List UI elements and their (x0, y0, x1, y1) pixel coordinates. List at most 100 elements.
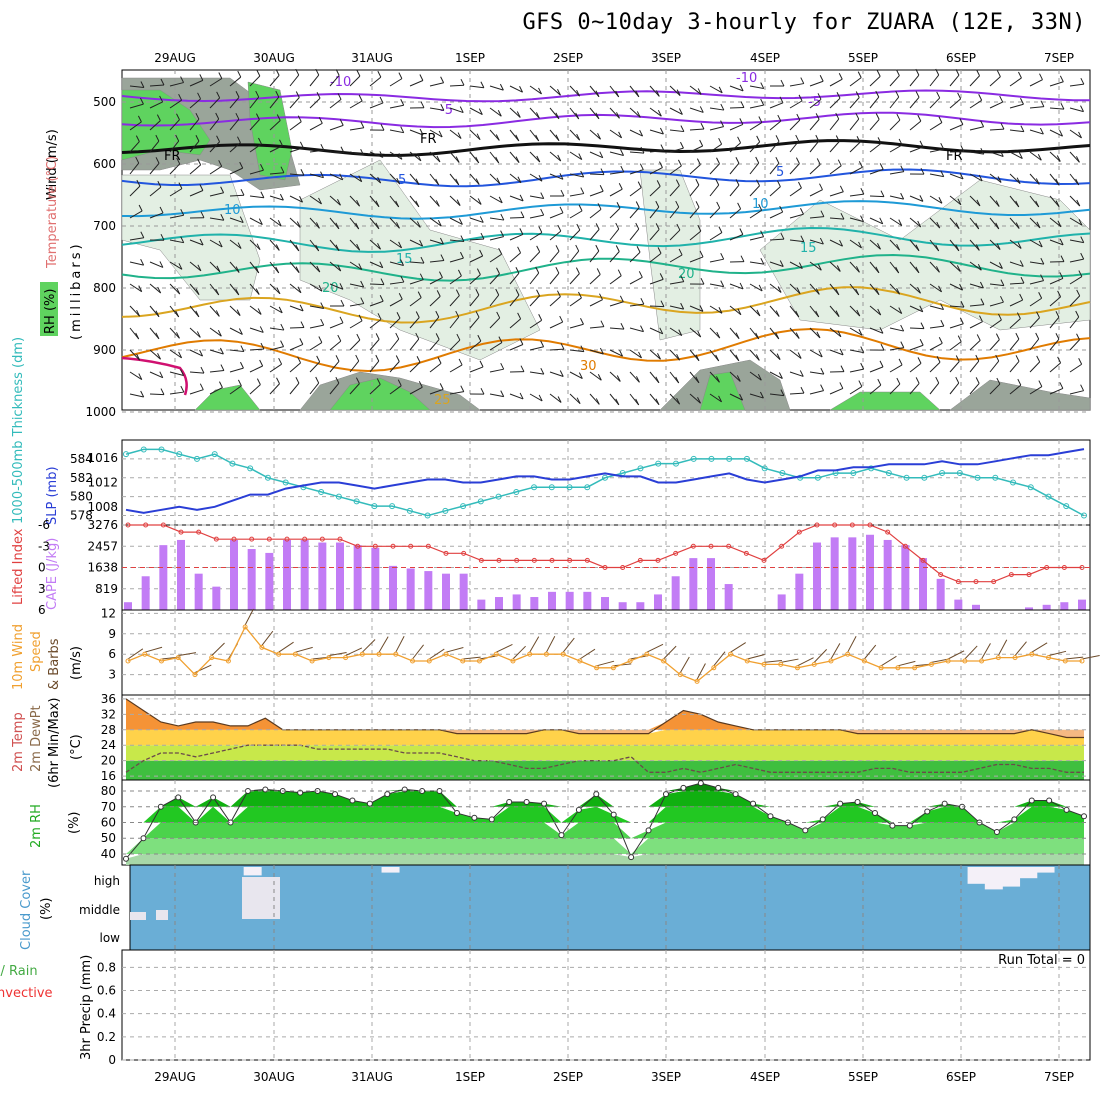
thickness-tick-label: 578 (70, 509, 93, 523)
wind-barb (429, 388, 444, 395)
wind-barb (629, 349, 642, 359)
wind-barb (889, 75, 900, 87)
lifted-index-point (743, 550, 749, 556)
wind-barb-flag (1015, 222, 1020, 229)
wind-barb (949, 261, 961, 272)
wind-barb (909, 217, 922, 228)
wind-barb-flag (1055, 310, 1060, 318)
wind-barb (1049, 107, 1064, 110)
wind-barb (709, 393, 722, 403)
wind-barb-flag (739, 228, 744, 235)
wind-barb-flag (875, 288, 880, 295)
wind-barb (249, 384, 261, 395)
wind-barb-flag (438, 130, 443, 138)
wind-barb-flag (398, 72, 403, 79)
panel-frame (121, 949, 1091, 1061)
lifted-index-point (761, 557, 767, 563)
cape-label: CAPE (J/kg) (45, 538, 60, 610)
cape-bar (671, 576, 680, 610)
wind-speed-point (878, 665, 884, 671)
wind-barb-flag (175, 310, 180, 318)
wind-barb-flag (915, 91, 920, 98)
wind-barb (729, 305, 742, 316)
rh-tick-label: 80 (101, 784, 116, 798)
wind-barb-flag (560, 189, 565, 197)
rh-tick-label: 40 (101, 847, 116, 861)
wind-barb (369, 318, 382, 329)
wind-barb-flag (720, 280, 725, 287)
wind-barb (949, 239, 960, 252)
wind-barb-flag (295, 91, 300, 98)
wind-barb-flag (560, 342, 565, 350)
wind-barb (229, 305, 241, 317)
wind-barb (589, 349, 604, 355)
wind-barb-flag (980, 298, 985, 305)
wind-barb-flag (557, 154, 562, 162)
wind-barb (669, 229, 681, 241)
wind-barb-flag (437, 219, 442, 227)
wind-barb-flag (599, 185, 604, 192)
cloud-high-block (967, 867, 986, 884)
wind-barb-flag (280, 166, 285, 173)
contour-label: 30 (580, 359, 597, 374)
rh-shading (329, 377, 431, 411)
cape-bar (795, 573, 804, 610)
wind-barb (349, 173, 363, 183)
wind-barb (409, 261, 424, 264)
cape-bar (389, 565, 397, 610)
wind-barb-flag (595, 112, 600, 120)
wind-barb (1009, 173, 1021, 185)
rh-band (126, 854, 1084, 865)
wind-barb-flag (798, 181, 802, 189)
wind-barb (229, 367, 244, 373)
lifted-index-line (128, 524, 1082, 583)
wind-barb (909, 74, 920, 87)
wind-barb-flag (675, 376, 680, 384)
pressure-tick-label: 1000 (85, 405, 116, 419)
wind-barb (609, 207, 621, 219)
wind-barb-flag (780, 389, 785, 396)
date-tick-label: 4SEP (750, 1070, 780, 1084)
wind-speed-point (175, 655, 181, 661)
cape-bar (618, 602, 627, 610)
wind-speed-point (158, 658, 164, 664)
wind-barb (729, 184, 740, 197)
wind-barb (689, 145, 703, 153)
wind-barb (869, 96, 880, 109)
thickness-point (211, 451, 218, 458)
wind-barb-flag (396, 311, 401, 319)
thickness-point (123, 451, 129, 458)
wind-barb (1009, 282, 1025, 285)
wind-barb-flag (576, 223, 581, 231)
wind-barb-flag (535, 134, 540, 142)
wind-barb-flag (835, 112, 840, 120)
thickness-point (1081, 512, 1087, 519)
wind-barb (579, 648, 596, 660)
wind-barb (249, 239, 261, 251)
wind-barb (949, 283, 963, 291)
wind-barb (529, 232, 543, 241)
wind-barb-flag (377, 70, 382, 78)
wind-barb-flag (259, 326, 264, 333)
wind-barb-flag (777, 286, 782, 293)
wind-barb (629, 327, 644, 333)
wind-barb-flag (415, 178, 420, 185)
wind-barb (829, 217, 844, 220)
lifted-index-point (549, 557, 555, 563)
wind-barb (747, 654, 765, 660)
wind-barb-flag (220, 364, 225, 371)
wind-barb (1049, 217, 1062, 228)
wind-barb-flag (335, 244, 340, 251)
wind-barb (529, 346, 544, 351)
wind-barb (1009, 239, 1022, 249)
wind-barb (1065, 656, 1084, 660)
wind-barb (1029, 338, 1040, 351)
wind-barb (1069, 83, 1084, 87)
wind-barb-flag (877, 378, 882, 386)
wind-barb-flag (358, 314, 363, 322)
wind-barb (349, 151, 364, 156)
thickness-point (726, 455, 733, 462)
rh-point (993, 828, 1000, 835)
wind-barb (649, 305, 665, 308)
wind-barb-flag (218, 240, 223, 248)
